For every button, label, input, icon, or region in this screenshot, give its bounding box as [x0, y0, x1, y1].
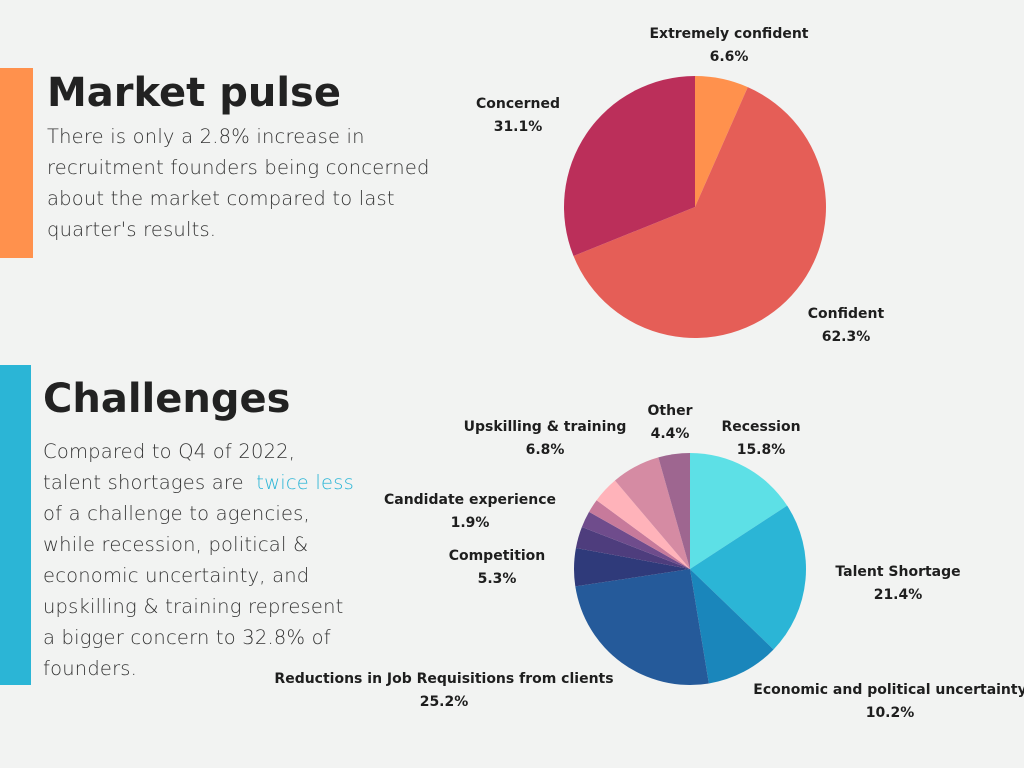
pie-slice [695, 76, 748, 207]
slice-label: Extremely confident [649, 26, 808, 42]
accent-bar [0, 68, 33, 258]
section-title: Market pulse [47, 70, 341, 116]
slice-label: Other [648, 403, 693, 419]
paragraph-line: upskilling & training represent [43, 595, 344, 618]
paragraph-line: There is only a 2.8% increase in [47, 125, 365, 148]
pie-slice [614, 457, 690, 569]
slice-value: 5.3% [478, 571, 517, 587]
paragraph-line: quarter's results. [47, 218, 216, 241]
slice-value: 6.6% [710, 49, 749, 65]
paragraph-line: while recession, political & [43, 533, 308, 556]
paragraph-line: recruitment founders being concerned [47, 156, 430, 179]
pie-slice [581, 511, 690, 569]
highlight: twice less [256, 471, 354, 494]
slice-value: 21.4% [874, 587, 923, 603]
slice-label: Concerned [476, 96, 560, 112]
slice-label: Reductions in Job Requisitions from clie… [274, 671, 613, 687]
pie-slice [690, 453, 788, 569]
pie-slice [658, 453, 690, 569]
slice-label: Economic and political uncertainty [753, 682, 1024, 698]
paragraph-line: a bigger concern to 32.8% of [43, 626, 331, 649]
slice-value: 1.9% [451, 515, 490, 531]
slice-value: 10.2% [866, 705, 915, 721]
paragraph-line: talent shortages are twice less [43, 471, 354, 494]
paragraph-line: about the market compared to last [47, 187, 395, 210]
accent-bar [0, 365, 31, 685]
paragraph-line: economic uncertainty, and [43, 564, 309, 587]
slice-value: 31.1% [494, 119, 543, 135]
slice-label: Recession [721, 419, 800, 435]
pie-slice [690, 505, 806, 650]
pie-slice [596, 480, 690, 569]
pie-slice [575, 526, 690, 569]
paragraph-line: Compared to Q4 of 2022, [43, 440, 295, 463]
pie-slice [573, 87, 826, 338]
slice-value: 62.3% [822, 329, 871, 345]
pie-slice [575, 569, 709, 685]
pie-slice [589, 500, 690, 569]
slice-value: 6.8% [526, 442, 565, 458]
slice-label: Confident [808, 306, 885, 322]
section-title: Challenges [43, 376, 290, 422]
slice-label: Upskilling & training [464, 419, 627, 435]
slice-label: Talent Shortage [835, 564, 960, 580]
slice-value: 4.4% [651, 426, 690, 442]
pie-slice [564, 75, 695, 256]
pie-slice [690, 569, 774, 684]
slice-label: Competition [449, 548, 546, 564]
pie-slice [574, 547, 690, 587]
slice-label: Candidate experience [384, 492, 556, 508]
paragraph-line: of a challenge to agencies, [43, 502, 310, 525]
slice-value: 25.2% [420, 694, 469, 710]
paragraph-line: founders. [43, 657, 137, 680]
slice-value: 15.8% [737, 442, 786, 458]
text: talent shortages are [43, 471, 250, 494]
